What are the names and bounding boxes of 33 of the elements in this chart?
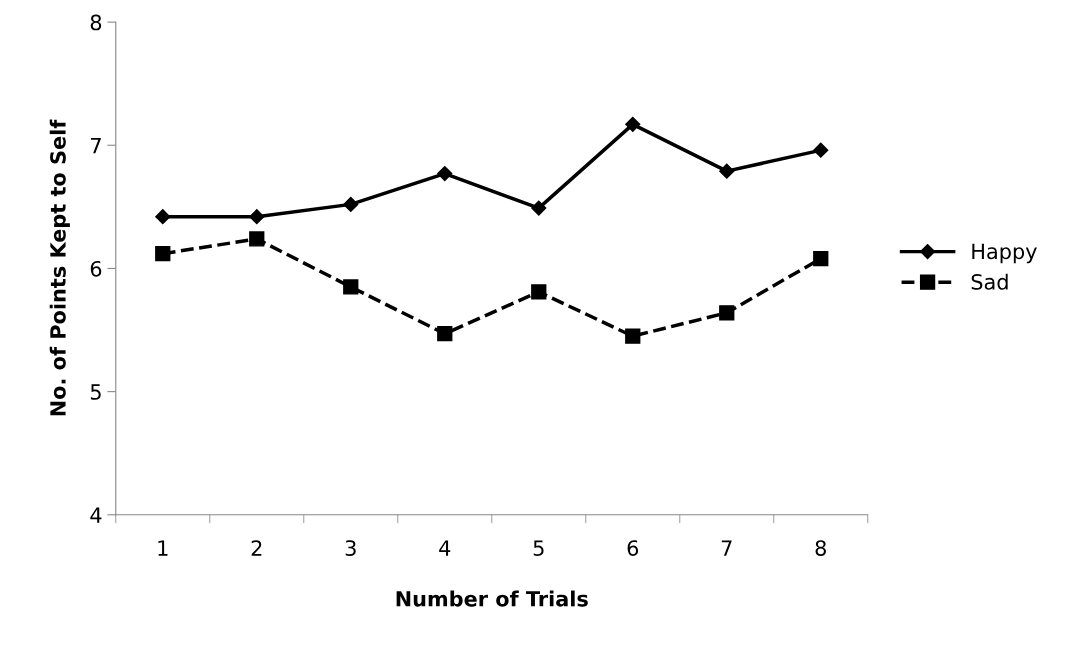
y-tick-label: 4 — [90, 507, 102, 523]
point — [813, 142, 829, 158]
x-axis-title: Number of Trials — [396, 590, 588, 607]
x-tick-label: 4 — [439, 540, 451, 556]
x-tick-label: 6 — [627, 540, 639, 556]
point — [249, 231, 265, 247]
point — [719, 163, 735, 179]
x-tick-label: 5 — [533, 540, 544, 556]
point — [249, 209, 265, 225]
point — [531, 284, 547, 300]
y-tick-label: 8 — [90, 14, 102, 31]
x-tick-label: 8 — [815, 540, 826, 556]
point — [343, 279, 359, 295]
y-axis-title: No. of Points Kept to Self — [49, 119, 70, 416]
point — [625, 328, 641, 344]
point — [437, 326, 453, 342]
x-tick-label: 2 — [251, 540, 262, 556]
legend-label: Happy — [972, 243, 1037, 264]
x-tick-label: 1 — [158, 540, 168, 556]
point — [625, 116, 641, 132]
point — [155, 246, 171, 262]
point — [437, 166, 453, 182]
point — [155, 209, 171, 225]
point — [813, 250, 829, 267]
x-tick-label: 7 — [721, 540, 732, 556]
point — [343, 196, 359, 212]
point — [719, 305, 735, 321]
legend-label: Sad — [971, 273, 1008, 290]
y-tick-label: 7 — [91, 138, 101, 154]
x-tick-label: 3 — [345, 540, 356, 556]
point — [531, 200, 547, 216]
y-tick-label: 5 — [90, 384, 101, 400]
y-tick-label: 6 — [90, 260, 102, 277]
